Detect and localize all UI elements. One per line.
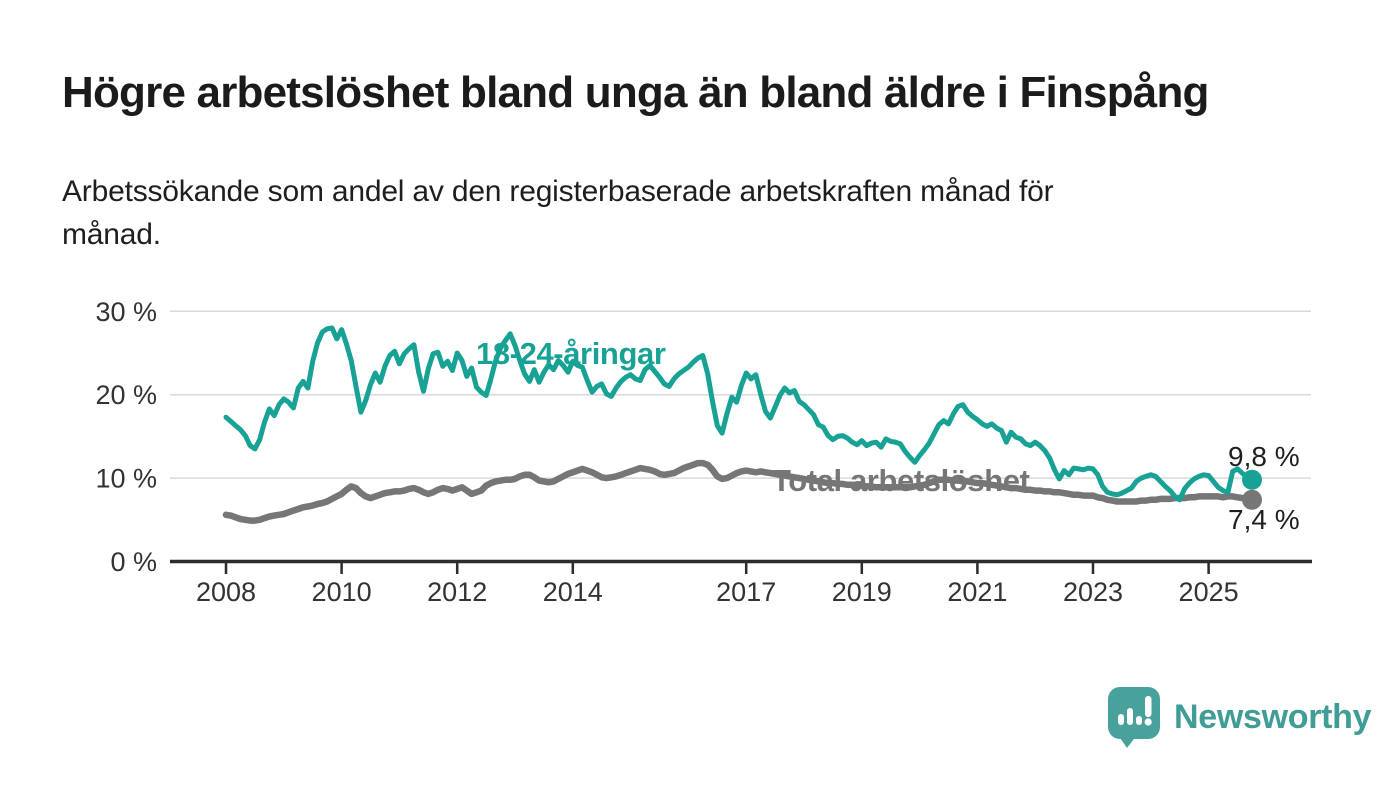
end-value-label-total: 7,4 %	[1228, 504, 1300, 535]
branding: Newsworthy	[1106, 684, 1372, 750]
subtitle-line-2: månad.	[62, 218, 161, 251]
x-tick-label: 2017	[716, 577, 776, 607]
x-tick-label: 2019	[832, 577, 892, 607]
newsworthy-logo-icon	[1108, 687, 1160, 748]
series-end-dot-total	[1242, 489, 1262, 510]
page-title: Högre arbetslöshet bland unga än bland ä…	[62, 68, 1209, 117]
y-tick-label: 10 %	[95, 464, 157, 494]
end-value-label-young: 9,8 %	[1228, 441, 1300, 472]
series-line-total-arbetsloshet	[222, 459, 1256, 524]
x-tick-label: 2012	[427, 577, 487, 607]
x-tick-label: 2008	[196, 577, 256, 607]
y-tick-label: 0 %	[110, 547, 157, 577]
x-tick-label: 2025	[1179, 577, 1239, 607]
subtitle-line-1: Arbetssökande som andel av den registerb…	[62, 175, 1054, 208]
y-axis-labels: 0 % 10 % 20 % 30 %	[95, 297, 157, 577]
x-tick-label: 2010	[312, 577, 372, 607]
speech-bubble-tail	[1118, 735, 1137, 748]
page-subtitle: Arbetssökande som andel av den registerb…	[62, 170, 1054, 256]
series-end-dot-young	[1242, 469, 1262, 490]
brand-name: Newsworthy	[1174, 697, 1372, 736]
y-tick-label: 20 %	[95, 380, 157, 410]
exclamation-bar	[1145, 696, 1152, 717]
x-tick-label: 2023	[1063, 577, 1123, 607]
x-tick-label: 2021	[947, 577, 1007, 607]
bar-chart-glyph	[1118, 696, 1152, 726]
x-tick-label: 2014	[543, 577, 603, 607]
y-tick-label: 30 %	[95, 297, 157, 327]
series-label-total-arbetsloshet: Total arbetslöshet	[772, 463, 1030, 498]
exclamation-dot	[1144, 718, 1152, 726]
series-label-18-24-aringar: 18-24-åringar	[476, 336, 666, 371]
x-axis-ticks: 2008 2010 2012 2014 2017 2019 2021 2023 2025	[196, 563, 1239, 607]
speech-bubble	[1108, 687, 1160, 739]
series-line-18-24-aringar	[223, 325, 1255, 503]
